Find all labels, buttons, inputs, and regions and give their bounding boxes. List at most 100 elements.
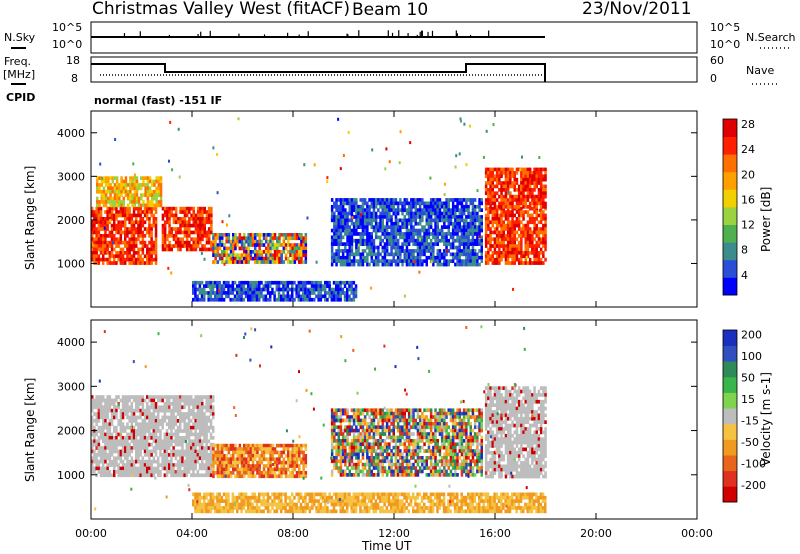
echo-cell [135,186,139,191]
echo-cell [247,239,250,244]
echo-cell [524,244,527,248]
echo-cell [359,259,362,263]
echo-cell [258,454,261,458]
echo-cell [491,244,494,248]
echo-cell [135,415,138,420]
echo-cell [295,243,299,247]
echo-cell [188,217,191,221]
echo-cell [258,287,261,292]
echo-cell [256,460,259,465]
echo-cell [121,247,125,252]
echo-cell [535,244,538,248]
echo-cell [377,198,380,202]
echo-cell [154,217,158,221]
echo-cell [368,262,371,267]
echo-cell [414,259,417,263]
echo-cell [130,408,134,413]
echo-cell [221,457,224,462]
echo-cell [194,405,197,410]
echo-cell [350,238,354,243]
echo-cell [104,449,107,454]
echo-cell [291,460,294,465]
echo-cell [544,191,547,196]
echo-cell [330,287,334,292]
echo-cell [192,456,195,461]
echo-cell [275,297,279,302]
echo-cell [190,446,193,450]
echo-cell [524,167,527,172]
echo-cell [152,425,156,430]
echo-cell [159,196,163,201]
echo-cell [170,402,173,406]
echo-cell [528,227,532,231]
echo-cell [526,188,530,192]
echo-cell [128,220,131,225]
echo-cell [97,223,101,228]
echo-cell [485,129,488,133]
echo-cell [192,223,195,228]
echo-cell [139,463,142,467]
echo-cell [421,201,424,206]
echo-cell [511,174,514,179]
echo-cell [104,247,107,252]
echo-cell [544,167,547,172]
echo-cell [216,450,220,455]
echo-cell [447,238,450,243]
echo-cell [513,254,516,259]
echo-cell [396,238,400,243]
echo-cell [385,259,389,263]
echo-cell [492,123,495,127]
echo-cell [163,408,167,413]
echo-cell [97,237,101,242]
echo-cell [357,245,360,250]
echo-cell [284,447,288,451]
echo-cell [522,191,525,196]
echo-cell [484,220,488,225]
echo-cell [262,236,266,241]
echo-cell [179,463,182,467]
echo-cell [258,474,261,479]
echo-cell [388,252,391,257]
echo-cell [344,228,347,233]
echo-cell [157,473,160,478]
echo-cell [308,280,312,285]
echo-cell [221,464,224,468]
echo-cell [220,287,224,292]
echo-cell [504,167,508,172]
echo-cell [487,254,490,259]
echo-cell [192,415,195,420]
echo-cell [159,432,162,437]
y-tick-label: 4000 [57,127,85,140]
echo-cell [143,446,147,450]
echo-cell [196,230,200,235]
echo-cell [157,200,161,204]
echo-cell [187,463,191,467]
echo-cell [174,213,178,218]
echo-cell [260,243,264,247]
echo-cell [255,287,259,292]
echo-cell [95,217,98,221]
echo-cell [531,237,534,242]
echo-cell [379,201,382,206]
echo-cell [539,251,543,255]
echo-cell [414,204,417,209]
echo-cell [267,239,270,244]
echo-cell [506,223,510,228]
echo-cell [253,297,257,302]
echo-cell [346,221,349,226]
echo-cell [132,439,136,444]
echo-cell [371,148,374,152]
echo-cell [128,446,131,450]
echo-cell [194,217,198,221]
echo-cell [132,210,136,214]
echo-cell [326,176,329,180]
echo-cell [537,251,541,255]
echo-cell [526,210,530,214]
echo-cell [352,201,356,206]
echo-cell [254,467,257,472]
echo-cell [357,211,360,216]
echo-cell [201,405,204,410]
echo-cell [520,244,523,248]
echo-cell [201,408,204,413]
echo-cell [139,408,142,413]
